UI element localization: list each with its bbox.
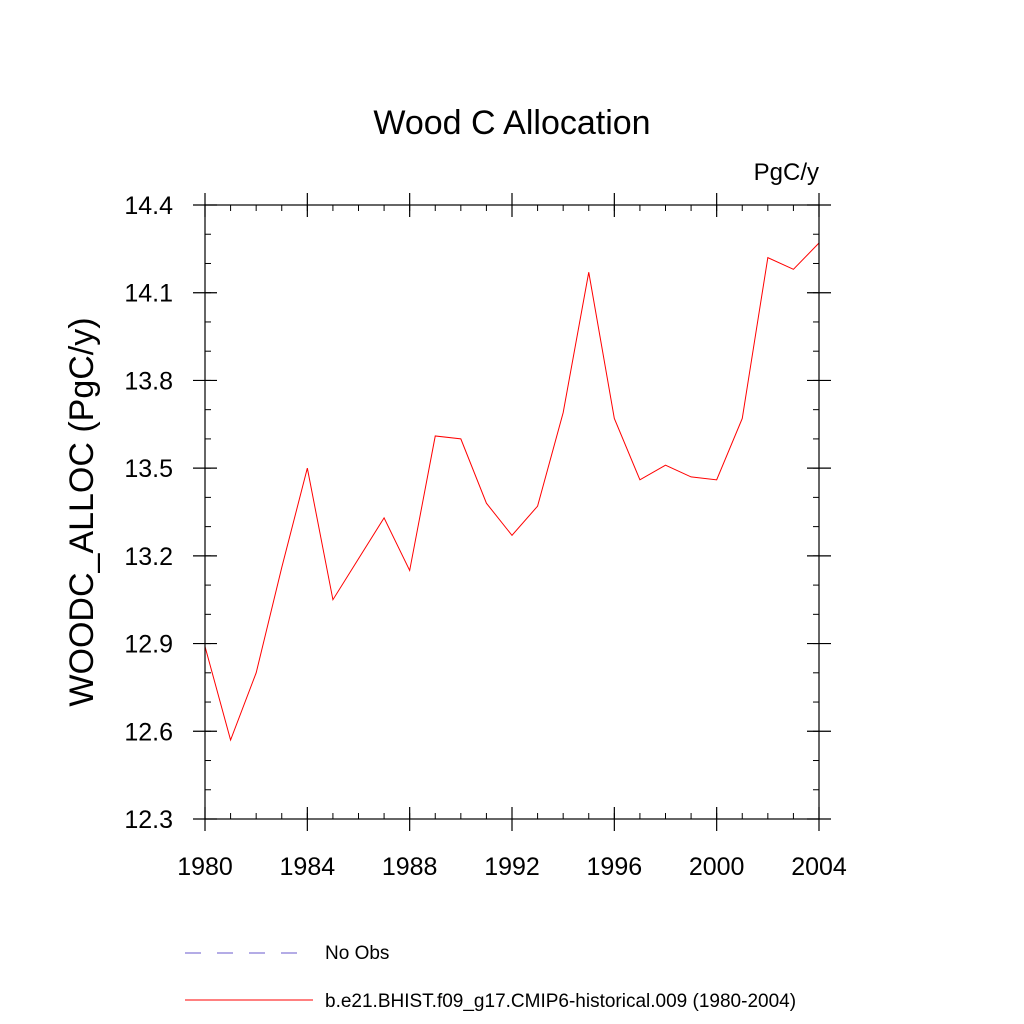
y-tick-label: 12.3 (124, 806, 173, 834)
x-tick-label: 1984 (280, 853, 336, 881)
x-tick-label: 1988 (382, 853, 438, 881)
plot-frame (204, 204, 820, 820)
y-tick-label: 12.6 (124, 718, 173, 746)
minor-ticks (204, 204, 820, 820)
y-axis-label: WOODC_ALLOC (PgC/y) (63, 317, 101, 706)
x-tick-label: 2004 (791, 853, 847, 881)
units-label: PgC/y (754, 159, 819, 186)
legend-label-model: b.e21.BHIST.f09_g17.CMIP6-historical.009… (325, 991, 796, 1012)
y-tick-label: 13.8 (124, 367, 173, 395)
y-tick-label: 13.2 (124, 543, 173, 571)
legend-label-no-obs: No Obs (325, 943, 389, 964)
chart-title: Wood C Allocation (373, 104, 650, 142)
y-tick-label: 14.4 (124, 192, 173, 220)
legend: No Obs b.e21.BHIST.f09_g17.CMIP6-histori… (185, 943, 796, 1012)
y-tick-labels: 12.3 12.6 12.9 13.2 13.5 13.8 14.1 14.4 (124, 192, 173, 834)
major-ticks (193, 193, 831, 831)
y-tick-label: 13.5 (124, 455, 173, 483)
series-group (204, 242, 820, 742)
x-tick-label: 1992 (484, 853, 540, 881)
y-tick-label: 14.1 (124, 280, 173, 308)
series-line (204, 242, 820, 742)
x-tick-labels: 1980 1984 1988 1992 1996 2000 2004 (177, 853, 847, 881)
y-tick-label: 12.9 (124, 631, 173, 659)
x-tick-label: 1996 (587, 853, 643, 881)
x-tick-label: 1980 (177, 853, 233, 881)
x-tick-label: 2000 (689, 853, 745, 881)
